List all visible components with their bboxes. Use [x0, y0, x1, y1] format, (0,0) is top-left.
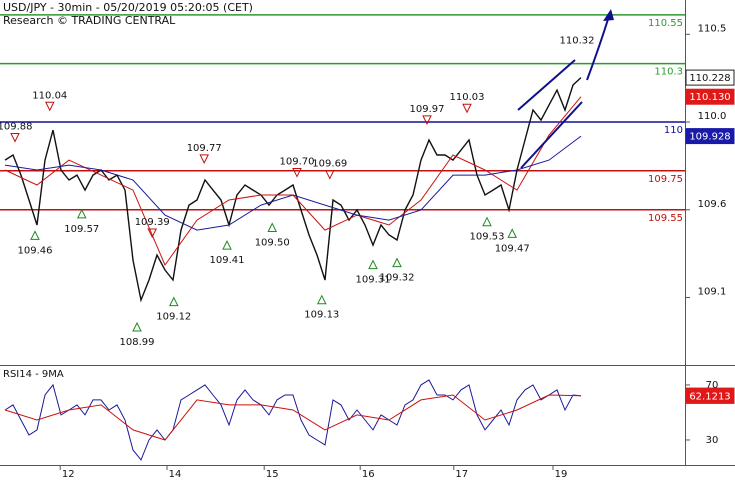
high-label: 109.70 [280, 157, 315, 168]
low-marker [482, 216, 492, 227]
price-tag [685, 69, 735, 86]
x-tick-label: 16 [362, 469, 375, 480]
high-marker [422, 115, 432, 126]
price-tag-label: 109.928 [689, 132, 730, 143]
price-tag [685, 387, 735, 404]
low-marker [76, 208, 87, 219]
low-label: 109.13 [304, 310, 339, 321]
high-label: 109.97 [410, 104, 445, 115]
low-marker [267, 222, 278, 233]
forecast-arrow [586, 15, 610, 81]
arrow-head [603, 9, 614, 21]
low-label: 109.46 [18, 245, 53, 256]
series-line [4, 135, 582, 231]
x-tick-label: 12 [62, 469, 75, 480]
price-tag [685, 88, 735, 105]
low-label: 109.41 [210, 255, 245, 266]
x-tick-label: 17 [455, 469, 468, 480]
low-marker [507, 228, 518, 238]
rsi-title: RSI14 - 9MA [3, 369, 64, 380]
series-line [4, 379, 582, 461]
high-label: 109.39 [135, 217, 170, 228]
y-tick-label: 110.0 [698, 111, 727, 122]
channel-upper [517, 59, 576, 111]
high-marker [10, 132, 20, 143]
y-tick-label: 109.1 [698, 287, 727, 298]
high-marker [292, 168, 302, 178]
price-tag [685, 128, 735, 145]
high-marker [44, 101, 55, 112]
low-marker [222, 239, 232, 250]
y-tick-label: 30 [706, 435, 719, 446]
level-label: 110.55 [648, 18, 683, 29]
low-marker [168, 296, 179, 307]
high-label: 110.03 [450, 92, 485, 103]
y-tick-label: 109.6 [698, 199, 727, 210]
plot-layer: 110.5 110.0 109.6 109.1 110.55 110.3 110 109.75… [0, 14, 735, 480]
low-marker [30, 230, 40, 240]
level-label: 110 [664, 125, 683, 136]
chart-title: USD/JPY - 30min - 05/20/2019 05:20:05 (C… [3, 1, 253, 14]
price-tag-label: 110.130 [689, 92, 730, 103]
chart-subtitle: Research © TRADING CENTRAL [3, 14, 176, 27]
x-tick-label: 14 [169, 469, 182, 480]
low-label: 109.31 [356, 275, 391, 286]
level-label: 109.55 [648, 213, 683, 224]
level-label: 110.3 [654, 67, 683, 78]
low-label: 108.99 [120, 337, 155, 348]
low-marker [392, 257, 402, 268]
low-label: 109.47 [495, 243, 530, 254]
high-marker [462, 103, 472, 114]
channel-lower [520, 101, 583, 169]
low-marker [316, 294, 327, 305]
y-tick-label: 110.5 [698, 23, 727, 34]
y-tick-label: 70 [706, 380, 719, 391]
low-label: 109.12 [156, 312, 191, 323]
high-label: 109.77 [187, 143, 222, 154]
x-tick-label: 19 [555, 469, 568, 480]
level-label: 109.75 [648, 174, 683, 185]
high-label: 110.04 [32, 90, 67, 101]
low-label: 109.53 [470, 232, 505, 243]
low-label: 109.57 [64, 224, 99, 235]
low-marker [132, 321, 142, 332]
series-line [4, 394, 582, 441]
high-marker [147, 228, 158, 239]
low-label: 109.50 [255, 238, 290, 249]
price-label: 110.32 [560, 36, 595, 47]
high-label: 109.88 [0, 121, 33, 132]
price-tag-label: 110.228 [689, 73, 730, 84]
low-marker [368, 259, 378, 270]
x-tick-label: 15 [266, 469, 279, 480]
low-label: 109.32 [380, 273, 415, 284]
trend-channel [517, 9, 614, 169]
high-label: 109.69 [312, 159, 347, 170]
price-tag-label: 62.1213 [689, 391, 730, 402]
high-marker [199, 154, 210, 165]
high-marker [324, 170, 335, 180]
